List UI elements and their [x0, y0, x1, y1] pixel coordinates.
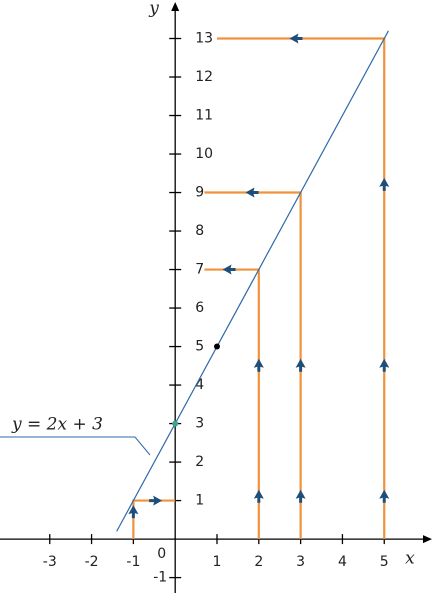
x-tick-label: 1: [213, 554, 222, 570]
y-tick-label: 2: [195, 454, 204, 470]
y-tick-label: 11: [195, 108, 213, 124]
y-tick-label: -1: [153, 570, 167, 586]
mapping-path: [204, 191, 302, 540]
function-line: [116, 30, 389, 532]
direction-arrow: [149, 495, 163, 506]
direction-arrow: [253, 489, 264, 503]
y-tick-label: 10: [195, 146, 213, 162]
y-tick-label: 12: [195, 69, 213, 85]
y-axis-label: y: [148, 0, 159, 19]
x-tick-label: 4: [338, 554, 347, 570]
x-tick-label: 5: [380, 554, 389, 570]
y-tick-label: 1: [195, 493, 204, 509]
y-tick-label: 7: [195, 262, 204, 278]
x-axis-arrow: [423, 535, 432, 544]
y-tick-label: 4: [195, 377, 204, 393]
point: [172, 420, 179, 427]
direction-arrow: [289, 33, 303, 44]
direction-arrow: [222, 264, 236, 275]
y-tick-label: 6: [195, 300, 204, 316]
y-tick-label: 9: [195, 185, 204, 201]
x-axis-label: x: [405, 549, 415, 569]
equation-label: y = 2x + 3: [11, 415, 103, 435]
leader-line: [0, 436, 151, 456]
direction-arrow: [295, 358, 306, 372]
y-axis-arrow: [171, 2, 180, 11]
mapping-path: [132, 499, 176, 540]
direction-arrow: [253, 358, 264, 372]
direction-arrow: [379, 177, 390, 191]
y-tick-label: 5: [195, 339, 204, 355]
x-tick-label: -1: [126, 554, 140, 570]
mapping-path: [204, 268, 260, 540]
x-tick-label: 3: [296, 554, 305, 570]
x-tick-label: -3: [43, 554, 57, 570]
direction-arrow: [379, 489, 390, 503]
y-tick-label: 13: [195, 31, 213, 47]
x-tick-label: 2: [254, 554, 263, 570]
direction-arrow: [295, 489, 306, 503]
direction-arrow: [245, 187, 259, 198]
point: [214, 343, 220, 350]
direction-arrow: [128, 505, 139, 519]
y-tick-label: 3: [195, 416, 204, 432]
direction-arrow: [379, 358, 390, 372]
origin-label: 0: [157, 546, 166, 562]
x-tick-label: -2: [85, 554, 99, 570]
y-tick-label: 8: [195, 223, 204, 239]
